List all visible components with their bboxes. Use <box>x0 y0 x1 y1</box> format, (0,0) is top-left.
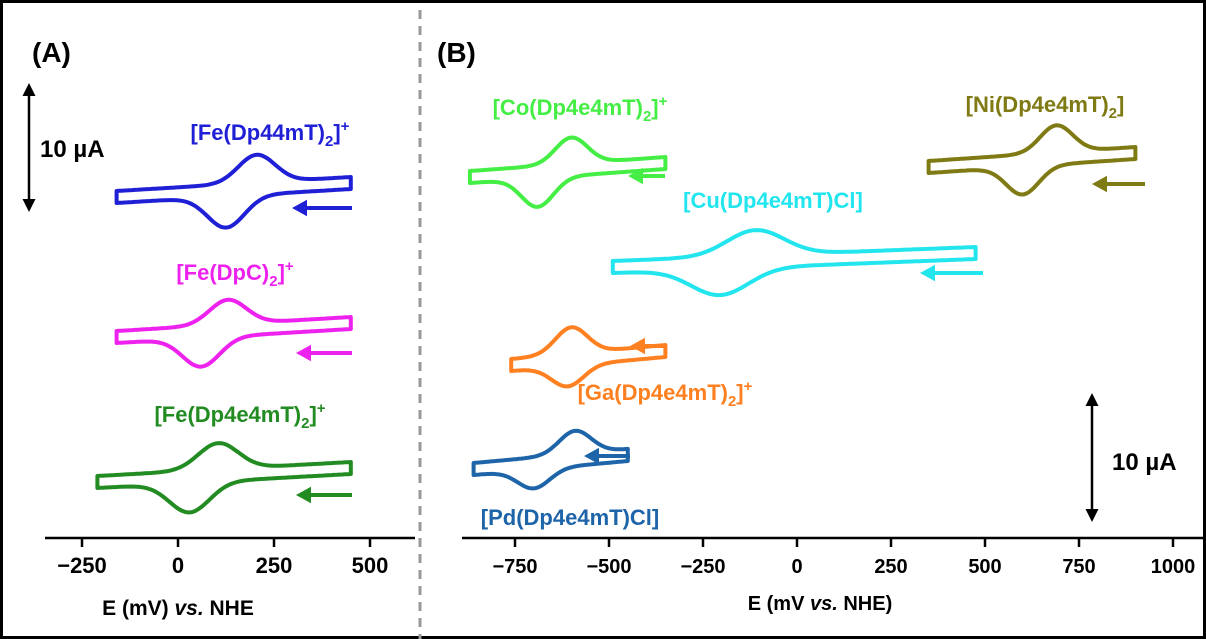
series-label-part: + <box>285 258 294 275</box>
x-tick-label: 0 <box>791 556 802 578</box>
x-tick-label: 1000 <box>1151 556 1196 578</box>
series-label-part: [Ni(Dp4e4mT) <box>966 92 1109 117</box>
series-label-part: 2 <box>301 415 309 432</box>
x-axis-title-part: NHE) <box>838 593 892 615</box>
x-tick-label: −750 <box>492 556 537 578</box>
scan-direction-arrowhead <box>628 167 643 185</box>
series-label-part: [Fe(Dp44mT) <box>191 120 325 145</box>
series-label-part: ] <box>278 260 285 285</box>
scale-bar-label: 10 µA <box>40 136 105 163</box>
x-tick-label: −250 <box>57 553 107 578</box>
scale-bar-arrow-up <box>1085 393 1099 406</box>
series-label-part: + <box>341 118 350 135</box>
series-label-part: ] <box>333 120 340 145</box>
x-tick-label: 250 <box>874 556 907 578</box>
series-label-part: + <box>744 378 753 395</box>
x-axis-title: E (mV) vs. NHE <box>102 597 254 620</box>
x-tick-label: 500 <box>968 556 1001 578</box>
x-axis-title: E (mV vs. NHE) <box>748 593 893 615</box>
panel-a: (A) −250 0 250 500 E (mV) vs. NHE 10 µA [Fe(Dp4… <box>22 37 415 620</box>
series-label-part: + <box>659 93 668 110</box>
series-label-part: ] <box>1117 92 1124 117</box>
voltammogram-curve <box>114 152 353 230</box>
scan-direction-arrowhead <box>1092 175 1107 193</box>
series-label: [Fe(Dp44mT)2]+ <box>191 118 350 150</box>
series-label-part: + <box>317 400 326 417</box>
series-label-part: ] <box>736 380 743 405</box>
series-label-part: [Pd(Dp4e4mT)Cl] <box>481 505 659 530</box>
x-axis-title-part: E (mV <box>748 593 810 615</box>
scale-bar-arrow-up <box>22 83 36 96</box>
series-label: [Fe(Dp4e4mT)2]+ <box>154 400 325 432</box>
voltammogram-curve <box>610 228 978 298</box>
series-label-part: ] <box>651 95 658 120</box>
voltammogram-curve <box>95 441 353 515</box>
series-label-part: [Fe(Dp4e4mT) <box>154 402 301 427</box>
series-label: [Ni(Dp4e4mT)2] <box>966 92 1125 122</box>
voltammogram-curve <box>114 297 353 369</box>
x-axis-title-part: E (mV) <box>102 597 174 620</box>
x-tick-label: 500 <box>352 553 389 578</box>
series-label: [Cu(Dp4e4mT)Cl] <box>683 188 863 213</box>
panel-label: (B) <box>437 37 476 68</box>
voltammogram-curve <box>509 325 668 389</box>
scan-direction-arrowhead <box>584 447 599 465</box>
scan-direction-arrowhead <box>296 344 311 362</box>
panel-b: (B) −750 −500 −250 0 250 500 750 1000 E (mV vs. N… <box>437 37 1206 615</box>
series-label-part: 2 <box>728 393 736 410</box>
series-label: [Co(Dp4e4mT)2]+ <box>493 93 668 125</box>
series-label-part: [Fe(DpC) <box>176 260 269 285</box>
series-label-part: 2 <box>269 273 277 290</box>
series-label-part: ] <box>309 402 316 427</box>
scale-bar-arrow-down <box>22 199 36 212</box>
scan-direction-arrowhead <box>292 199 307 217</box>
scale-bar-arrow-down <box>1085 509 1099 522</box>
scan-direction-arrowhead <box>630 337 645 355</box>
scale-bar-label: 10 µA <box>1112 449 1177 476</box>
x-tick-label: 0 <box>172 553 184 578</box>
x-axis-title-part: vs. <box>174 597 203 620</box>
voltammogram-curve <box>471 428 630 491</box>
series-label-part: [Co(Dp4e4mT) <box>493 95 643 120</box>
series-label-part: 2 <box>1109 105 1117 122</box>
voltammogram-curve <box>467 135 668 209</box>
x-tick-label: 250 <box>256 553 293 578</box>
series-label-part: [Cu(Dp4e4mT)Cl] <box>683 188 863 213</box>
series-label-part: 2 <box>643 108 651 125</box>
series-label: [Ga(Dp4e4mT)2]+ <box>578 378 753 410</box>
x-axis-title-part: vs. <box>810 593 838 615</box>
x-tick-label: −500 <box>586 556 631 578</box>
scan-direction-arrowhead <box>920 264 935 282</box>
series-label-part: 2 <box>325 133 333 150</box>
x-axis-title-part: NHE <box>204 597 254 620</box>
series-label-part: [Ga(Dp4e4mT) <box>578 380 728 405</box>
series-label: [Pd(Dp4e4mT)Cl] <box>481 505 659 530</box>
scan-direction-arrowhead <box>296 486 311 504</box>
x-tick-label: −250 <box>680 556 725 578</box>
voltammogram-curve <box>926 123 1138 197</box>
series-label: [Fe(DpC)2]+ <box>176 258 294 290</box>
x-tick-label: 750 <box>1062 556 1095 578</box>
panel-label: (A) <box>32 37 71 68</box>
